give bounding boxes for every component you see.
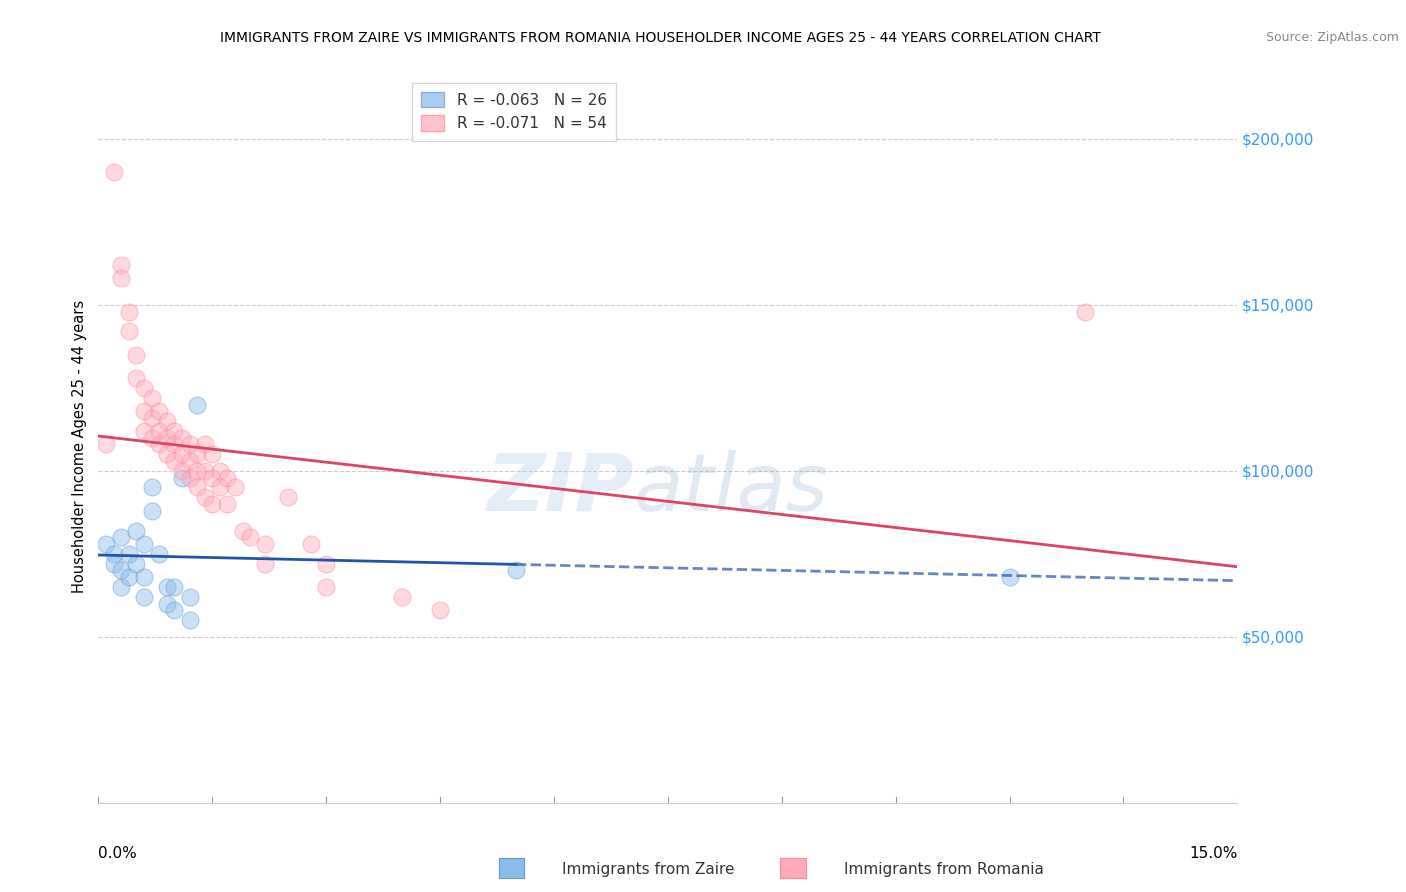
Point [118, 547, 141, 561]
Point [156, 597, 179, 611]
Point [208, 464, 231, 478]
Point [194, 437, 217, 451]
Point [232, 524, 254, 538]
Point [179, 470, 201, 484]
Point [186, 397, 208, 411]
Point [254, 557, 277, 571]
Point [163, 454, 186, 468]
Point [103, 547, 125, 561]
Point [132, 537, 155, 551]
Text: IMMIGRANTS FROM ZAIRE VS IMMIGRANTS FROM ROMANIA HOUSEHOLDER INCOME AGES 25 - 44: IMMIGRANTS FROM ZAIRE VS IMMIGRANTS FROM… [221, 31, 1101, 45]
Point [186, 481, 208, 495]
Point [118, 304, 141, 318]
Point [118, 325, 141, 339]
Point [103, 165, 125, 179]
Text: ZIP: ZIP [486, 450, 634, 528]
Text: atlas: atlas [634, 450, 828, 528]
Point [299, 537, 322, 551]
Point [315, 580, 337, 594]
Point [110, 258, 132, 272]
Point [186, 447, 208, 461]
Point [148, 404, 170, 418]
Point [1074, 304, 1097, 318]
Point [163, 437, 186, 451]
Point [148, 424, 170, 438]
Point [141, 391, 163, 405]
Legend: R = -0.063   N = 26, R = -0.071   N = 54: R = -0.063 N = 26, R = -0.071 N = 54 [412, 83, 616, 141]
Point [141, 410, 163, 425]
Point [132, 424, 155, 438]
Point [391, 590, 413, 604]
Point [201, 447, 224, 461]
Point [201, 497, 224, 511]
Point [163, 580, 186, 594]
Point [125, 348, 148, 362]
Point [156, 414, 179, 428]
Point [194, 464, 217, 478]
Point [429, 603, 451, 617]
Point [141, 481, 163, 495]
Point [132, 404, 155, 418]
Point [118, 570, 141, 584]
Point [132, 570, 155, 584]
Point [110, 580, 132, 594]
Text: Immigrants from Zaire: Immigrants from Zaire [562, 863, 735, 877]
Point [110, 271, 132, 285]
Point [132, 590, 155, 604]
Point [170, 431, 193, 445]
Text: Source: ZipAtlas.com: Source: ZipAtlas.com [1265, 31, 1399, 45]
Y-axis label: Householder Income Ages 25 - 44 years: Householder Income Ages 25 - 44 years [72, 300, 87, 592]
Point [201, 470, 224, 484]
Point [163, 424, 186, 438]
Point [94, 437, 117, 451]
Point [110, 564, 132, 578]
Point [125, 557, 148, 571]
Point [170, 447, 193, 461]
Text: 15.0%: 15.0% [1189, 846, 1237, 861]
Text: 0.0%: 0.0% [98, 846, 138, 861]
Point [94, 537, 117, 551]
Point [217, 497, 239, 511]
Point [179, 613, 201, 627]
Point [254, 537, 277, 551]
Point [103, 557, 125, 571]
Point [148, 547, 170, 561]
Point [315, 557, 337, 571]
Point [132, 381, 155, 395]
Point [186, 464, 208, 478]
Point [148, 437, 170, 451]
Point [217, 470, 239, 484]
Point [141, 431, 163, 445]
Point [277, 491, 299, 505]
Point [125, 524, 148, 538]
Point [224, 481, 246, 495]
Point [194, 491, 217, 505]
Point [156, 431, 179, 445]
Point [125, 371, 148, 385]
Point [179, 437, 201, 451]
Point [170, 470, 193, 484]
Point [156, 580, 179, 594]
Point [170, 464, 193, 478]
Point [998, 570, 1021, 584]
Text: Immigrants from Romania: Immigrants from Romania [844, 863, 1043, 877]
Point [505, 564, 527, 578]
Point [156, 447, 179, 461]
Point [141, 504, 163, 518]
Point [163, 603, 186, 617]
Point [110, 530, 132, 544]
Point [179, 590, 201, 604]
Point [239, 530, 262, 544]
Point [179, 454, 201, 468]
Point [208, 481, 231, 495]
